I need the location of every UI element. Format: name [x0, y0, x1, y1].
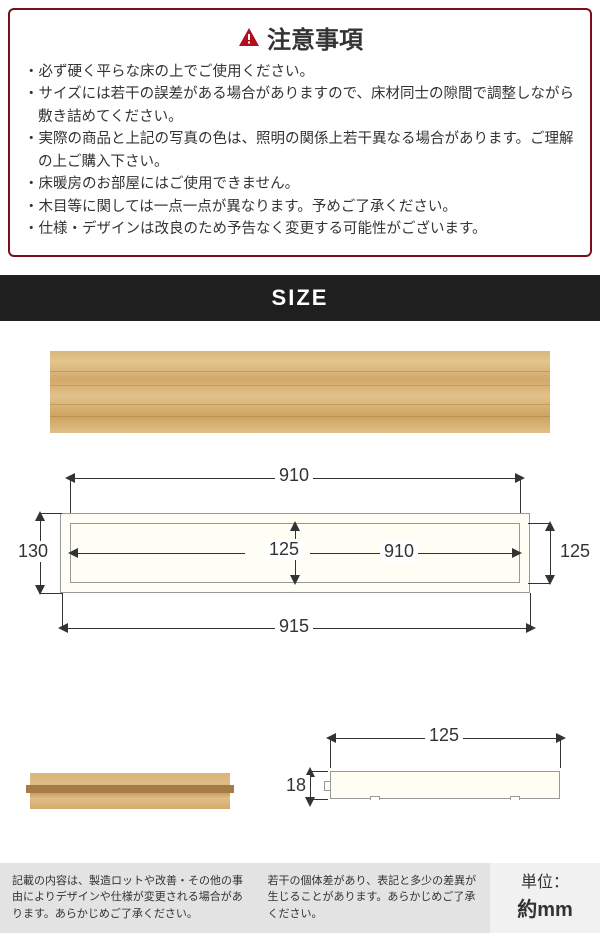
dim-profile-thickness: 18 — [282, 775, 310, 796]
footer-note-2: 若干の個体差があり、表記と多少の差異が生じることがあります。あらかじめご了承くだ… — [256, 863, 490, 933]
wood-plank-image — [50, 351, 550, 433]
notice-item: ・サイズには若干の誤差がある場合がありますので、床材同士の隙間で調整しながら敷き… — [24, 83, 576, 128]
notice-item: ・仕様・デザインは改良のため予告なく変更する可能性がございます。 — [24, 218, 576, 240]
plank-profile — [330, 765, 560, 809]
size-section: SIZE 910 125 — [0, 275, 600, 933]
size-header: SIZE — [0, 275, 600, 321]
dim-inner-width: 910 — [380, 541, 418, 562]
notice-title: 注意事項 — [267, 20, 363, 55]
notice-item: ・木目等に関しては一点一点が異なります。予めご了承ください。 — [24, 196, 576, 218]
footer-notes: 記載の内容は、製造ロットや改善・その他の事由によりデザインや仕様が変更される場合… — [0, 863, 600, 933]
dim-top-width: 910 — [275, 465, 313, 486]
notice-item: ・床暖房のお部屋にはご使用できません。 — [24, 173, 576, 195]
dim-right-height: 125 — [556, 541, 594, 562]
notice-item: ・必ず硬く平らな床の上でご使用ください。 — [24, 61, 576, 83]
dim-bottom-width: 915 — [275, 616, 313, 637]
dim-left-height: 130 — [14, 541, 52, 562]
dim-profile-width: 125 — [425, 725, 463, 746]
wood-edge-image — [30, 773, 230, 809]
unit-value: 約mm — [517, 899, 573, 921]
notice-item: ・実際の商品と上記の写真の色は、照明の関係上若干異なる場合があります。ご理解の上… — [24, 128, 576, 173]
notice-list: ・必ず硬く平らな床の上でご使用ください。 ・サイズには若干の誤差がある場合があり… — [24, 61, 576, 241]
footer-unit: 単位： 約mm — [490, 863, 600, 933]
plank-top-diagram: 910 125 910 130 — [20, 463, 580, 673]
plank-profile-diagram: 125 18 — [20, 713, 580, 843]
notice-header: 注意事項 — [24, 20, 576, 55]
size-body: 910 125 910 130 — [0, 321, 600, 863]
footer-note-1: 記載の内容は、製造ロットや改善・その他の事由によりデザインや仕様が変更される場合… — [0, 863, 256, 933]
warning-icon — [237, 26, 261, 50]
dim-inner-height: 125 — [265, 539, 303, 560]
unit-label: 単位： — [521, 874, 569, 891]
notice-box: 注意事項 ・必ず硬く平らな床の上でご使用ください。 ・サイズには若干の誤差がある… — [8, 8, 592, 257]
